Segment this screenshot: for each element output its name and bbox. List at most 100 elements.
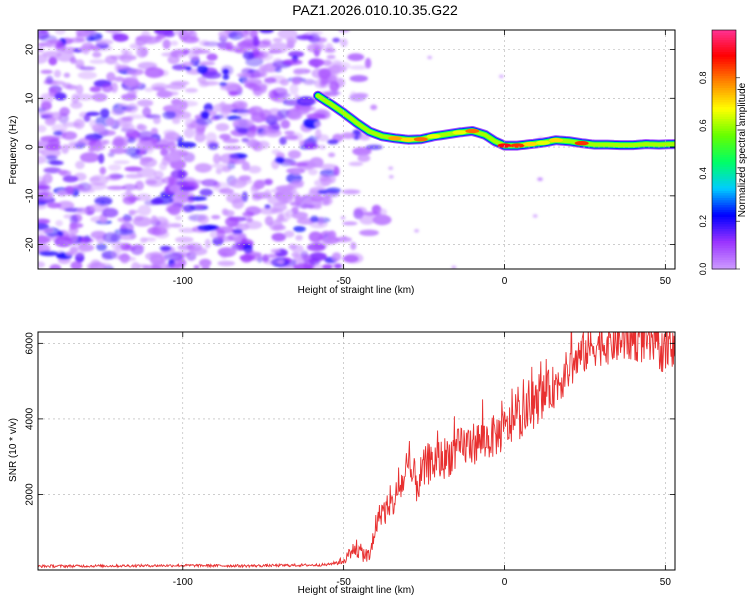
noise-blob — [357, 154, 371, 162]
noise-blob — [277, 30, 298, 40]
bottom-y-ticks: 2000 4000 6000 — [25, 332, 675, 506]
noise-blob — [293, 68, 305, 75]
colorbar-cell — [712, 89, 736, 93]
noise-blob — [241, 30, 249, 39]
noise-blob — [280, 119, 291, 129]
noise-blob — [109, 147, 128, 155]
noise-blob — [63, 72, 71, 78]
noise-blob — [130, 74, 138, 83]
noise-blob — [167, 91, 179, 96]
noise-blob — [228, 91, 239, 96]
noise-blob — [124, 147, 141, 156]
colorbar-cell — [712, 252, 736, 256]
colorbar-cell — [712, 120, 736, 124]
noise-blob — [312, 204, 322, 210]
top-y-axis-label: Frequency (Hz) — [8, 116, 19, 185]
noise-blob — [252, 35, 260, 47]
noise-blob — [240, 254, 253, 263]
noise-blob — [194, 204, 204, 210]
noise-blob — [263, 189, 272, 199]
noise-blob — [322, 195, 330, 205]
noise-blob — [219, 133, 231, 140]
colorbar-cell — [712, 240, 736, 244]
noise-blob — [215, 226, 235, 234]
ridge-peak — [523, 141, 538, 147]
colorbar-cell — [712, 56, 736, 60]
noise-blob — [120, 192, 135, 199]
colorbar-cell — [712, 216, 736, 220]
noise-blob — [49, 264, 62, 269]
noise-blob — [262, 258, 283, 265]
noise-blob — [75, 84, 84, 95]
top-y-ticks: -20 -10 0 10 20 — [25, 44, 675, 252]
noise-blob — [40, 69, 53, 74]
noise-blob — [79, 152, 100, 163]
noise-blob — [76, 207, 88, 215]
noise-blob — [46, 118, 55, 123]
noise-blob — [98, 130, 116, 136]
colorbar-cell — [712, 199, 736, 203]
noise-blob — [154, 230, 170, 239]
noise-blob — [53, 69, 62, 78]
noise-blob — [288, 51, 305, 58]
noise-blob — [160, 148, 169, 157]
noise-blob — [353, 206, 367, 216]
bottom-plot-frame — [37, 331, 676, 571]
noise-blob — [248, 165, 262, 174]
noise-blob — [38, 261, 46, 268]
noise-blob — [38, 250, 58, 256]
noise-blob — [53, 130, 63, 136]
colorbar-frame — [711, 29, 737, 270]
noise-blob — [312, 42, 325, 52]
noise-blob — [183, 204, 195, 213]
ridge-band-3 — [315, 93, 675, 148]
noise-blob — [126, 68, 144, 76]
noise-blob — [353, 92, 369, 99]
noise-blob — [101, 83, 113, 93]
colorbar-cell — [712, 182, 736, 186]
noise-blob — [110, 108, 126, 116]
noise-blob — [223, 210, 235, 217]
noise-blob — [307, 243, 326, 252]
noise-blob — [282, 158, 294, 164]
colorbar-cell — [712, 211, 736, 215]
colorbar-cell — [712, 132, 736, 136]
colorbar-cell — [712, 197, 736, 201]
colorbar-cell — [712, 228, 736, 232]
noise-blob — [89, 176, 101, 182]
snr-panel: -100 -50 0 50 2000 4000 6000 Height of straig… — [8, 331, 676, 596]
colorbar-cell — [712, 159, 736, 163]
noise-blob — [95, 39, 114, 45]
noise-blob — [241, 191, 248, 203]
noise-blob — [237, 106, 250, 117]
noise-blob — [289, 162, 309, 167]
bottom-x-tick-label: 50 — [660, 577, 672, 588]
colorbar-cell — [712, 49, 736, 53]
noise-blob — [349, 75, 368, 82]
noise-blob — [269, 220, 283, 231]
colorbar-cell — [712, 209, 736, 213]
noise-blob — [222, 74, 230, 80]
colorbar-cell — [712, 70, 736, 74]
colorbar-label: Normalized spectral amplitude — [737, 82, 748, 217]
colorbar-cell — [712, 108, 736, 112]
noise-blob — [291, 206, 299, 214]
colorbar-cell — [712, 261, 736, 265]
noise-blob — [219, 188, 234, 195]
ridge-peak — [452, 130, 467, 135]
noise-blob — [318, 68, 331, 79]
noise-blob — [201, 262, 210, 269]
noise-blob — [106, 72, 116, 82]
colorbar-cell — [712, 144, 736, 148]
noise-blob — [172, 117, 181, 125]
colorbar-cell — [712, 161, 736, 165]
noise-blob — [40, 101, 52, 111]
top-x-ticks: -100 -50 0 50 — [173, 30, 671, 287]
colorbar-cell — [712, 204, 736, 208]
noise-blob — [236, 72, 252, 78]
noise-blob — [286, 37, 298, 44]
noise-blob — [92, 124, 106, 133]
noise-blob — [194, 132, 206, 143]
noise-blob — [92, 51, 102, 58]
